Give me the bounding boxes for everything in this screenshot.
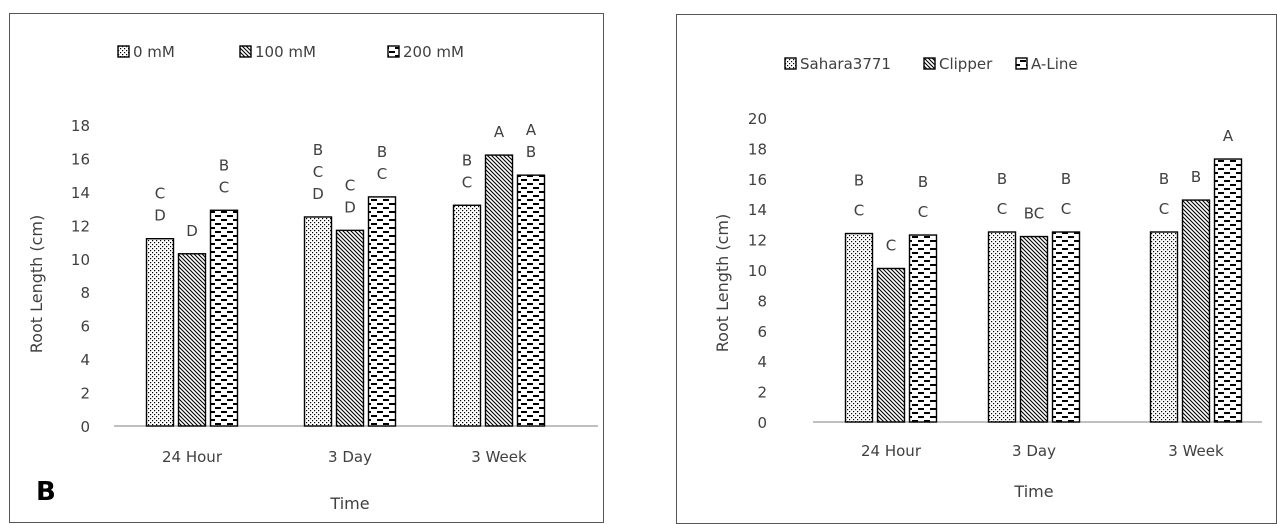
y-axis-title: Root Length (cm) (27, 215, 46, 353)
significance-letter: C (997, 200, 1007, 218)
y-tick-label: 16 (748, 171, 767, 189)
legend-swatch-1 (923, 57, 936, 70)
legend-swatch-1 (239, 45, 252, 58)
significance-letter: C (1159, 200, 1169, 218)
y-tick-label: 0 (757, 414, 767, 432)
y-tick-label: 8 (757, 292, 767, 310)
y-tick-label: 20 (748, 110, 767, 128)
bar (303, 216, 333, 427)
x-category-label: 3 Week (1168, 442, 1224, 460)
significance-letter: B (1061, 170, 1071, 188)
y-tick-label: 4 (80, 351, 90, 369)
bar (177, 253, 207, 427)
y-tick-label: 12 (71, 217, 90, 235)
bar (1213, 158, 1243, 423)
x-category-label: 3 Day (1012, 442, 1056, 460)
significance-letter: D (344, 198, 356, 216)
significance-letter: B (918, 173, 928, 191)
significance-letter: D (312, 185, 324, 203)
y-tick-label: 6 (757, 323, 767, 341)
significance-letter: B (1159, 170, 1169, 188)
legend-label-1: Clipper (939, 55, 993, 73)
y-tick-label: 4 (757, 353, 767, 371)
bar (516, 174, 546, 427)
significance-letter: B (219, 156, 229, 174)
y-tick-label: 10 (71, 251, 90, 269)
y-tick-label: 6 (80, 318, 90, 336)
significance-letter: B (854, 172, 864, 190)
x-category-label: 3 Day (328, 448, 372, 466)
bar (1181, 199, 1211, 423)
x-axis-title: Time (1013, 482, 1053, 501)
significance-letter: B (313, 141, 323, 159)
y-tick-label: 2 (757, 384, 767, 402)
y-tick-label: 8 (80, 284, 90, 302)
significance-letter: B (462, 151, 472, 169)
significance-letter: A (526, 121, 537, 139)
bar (452, 204, 482, 427)
significance-letter: C (219, 178, 229, 196)
chart-panel-left: 0 mM 100 mM 200 mM 0 2 4 6 8 10 12 14 16 18 C D D B C 24 H… (9, 13, 604, 523)
y-tick-label: 12 (748, 232, 767, 250)
bar (145, 238, 175, 427)
bar (908, 234, 938, 423)
y-tick-label: 16 (71, 150, 90, 168)
y-tick-label: 14 (748, 201, 767, 219)
legend-label-1: 100 mM (255, 43, 316, 61)
significance-letter: BC (1024, 205, 1045, 223)
significance-letter: D (186, 222, 198, 240)
significance-letter: C (854, 202, 864, 220)
significance-letter: B (526, 143, 536, 161)
significance-letter: C (462, 173, 472, 191)
y-tick-label: 2 (80, 385, 90, 403)
significance-letter: C (155, 185, 165, 203)
bar (1051, 231, 1081, 423)
significance-letter: C (886, 236, 896, 254)
legend-swatch-2 (387, 45, 400, 58)
bar (876, 267, 906, 423)
y-tick-label: 14 (71, 184, 90, 202)
significance-letter: C (345, 176, 355, 194)
legend-swatch-2 (1015, 57, 1028, 70)
significance-letter: A (494, 123, 505, 141)
legend-label-2: A-Line (1031, 55, 1078, 73)
y-tick-label: 18 (71, 117, 90, 135)
significance-letter: C (1061, 200, 1071, 218)
bar (1149, 231, 1179, 423)
legend-label-0: 0 mM (133, 43, 175, 61)
significance-letter: C (377, 165, 387, 183)
y-tick-label: 0 (80, 418, 90, 436)
panel-letter: B (36, 477, 56, 507)
y-tick-label: 10 (748, 262, 767, 280)
y-tick-label: 18 (748, 140, 767, 158)
significance-letter: A (1223, 127, 1234, 145)
significance-letter: B (997, 170, 1007, 188)
x-axis-title: Time (329, 494, 369, 513)
bar (844, 232, 874, 423)
significance-letter: B (377, 143, 387, 161)
chart-right-svg: Sahara3771 Clipper A-Line 0 2 4 6 8 10 12 14 16 18 20… (713, 55, 1262, 501)
legend-swatch-0 (784, 57, 797, 70)
x-category-label: 24 Hour (162, 448, 223, 466)
legend-swatch-0 (117, 45, 130, 58)
significance-letter: D (154, 207, 166, 225)
bar (987, 231, 1017, 423)
significance-letter: C (313, 163, 323, 181)
x-category-label: 3 Week (471, 448, 527, 466)
bar (209, 209, 239, 427)
significance-letter: B (1191, 168, 1201, 186)
legend-label-2: 200 mM (403, 43, 464, 61)
x-category-label: 24 Hour (861, 442, 922, 460)
significance-letter: C (918, 203, 928, 221)
legend-label-0: Sahara3771 (800, 55, 891, 73)
bar (367, 196, 397, 427)
y-axis-title: Root Length (cm) (713, 214, 732, 352)
chart-panel-right: Sahara3771 Clipper A-Line 0 2 4 6 8 10 12 14 16 18 20… (676, 14, 1277, 524)
bar (1019, 235, 1049, 423)
bar (484, 154, 514, 427)
bar (335, 229, 365, 427)
